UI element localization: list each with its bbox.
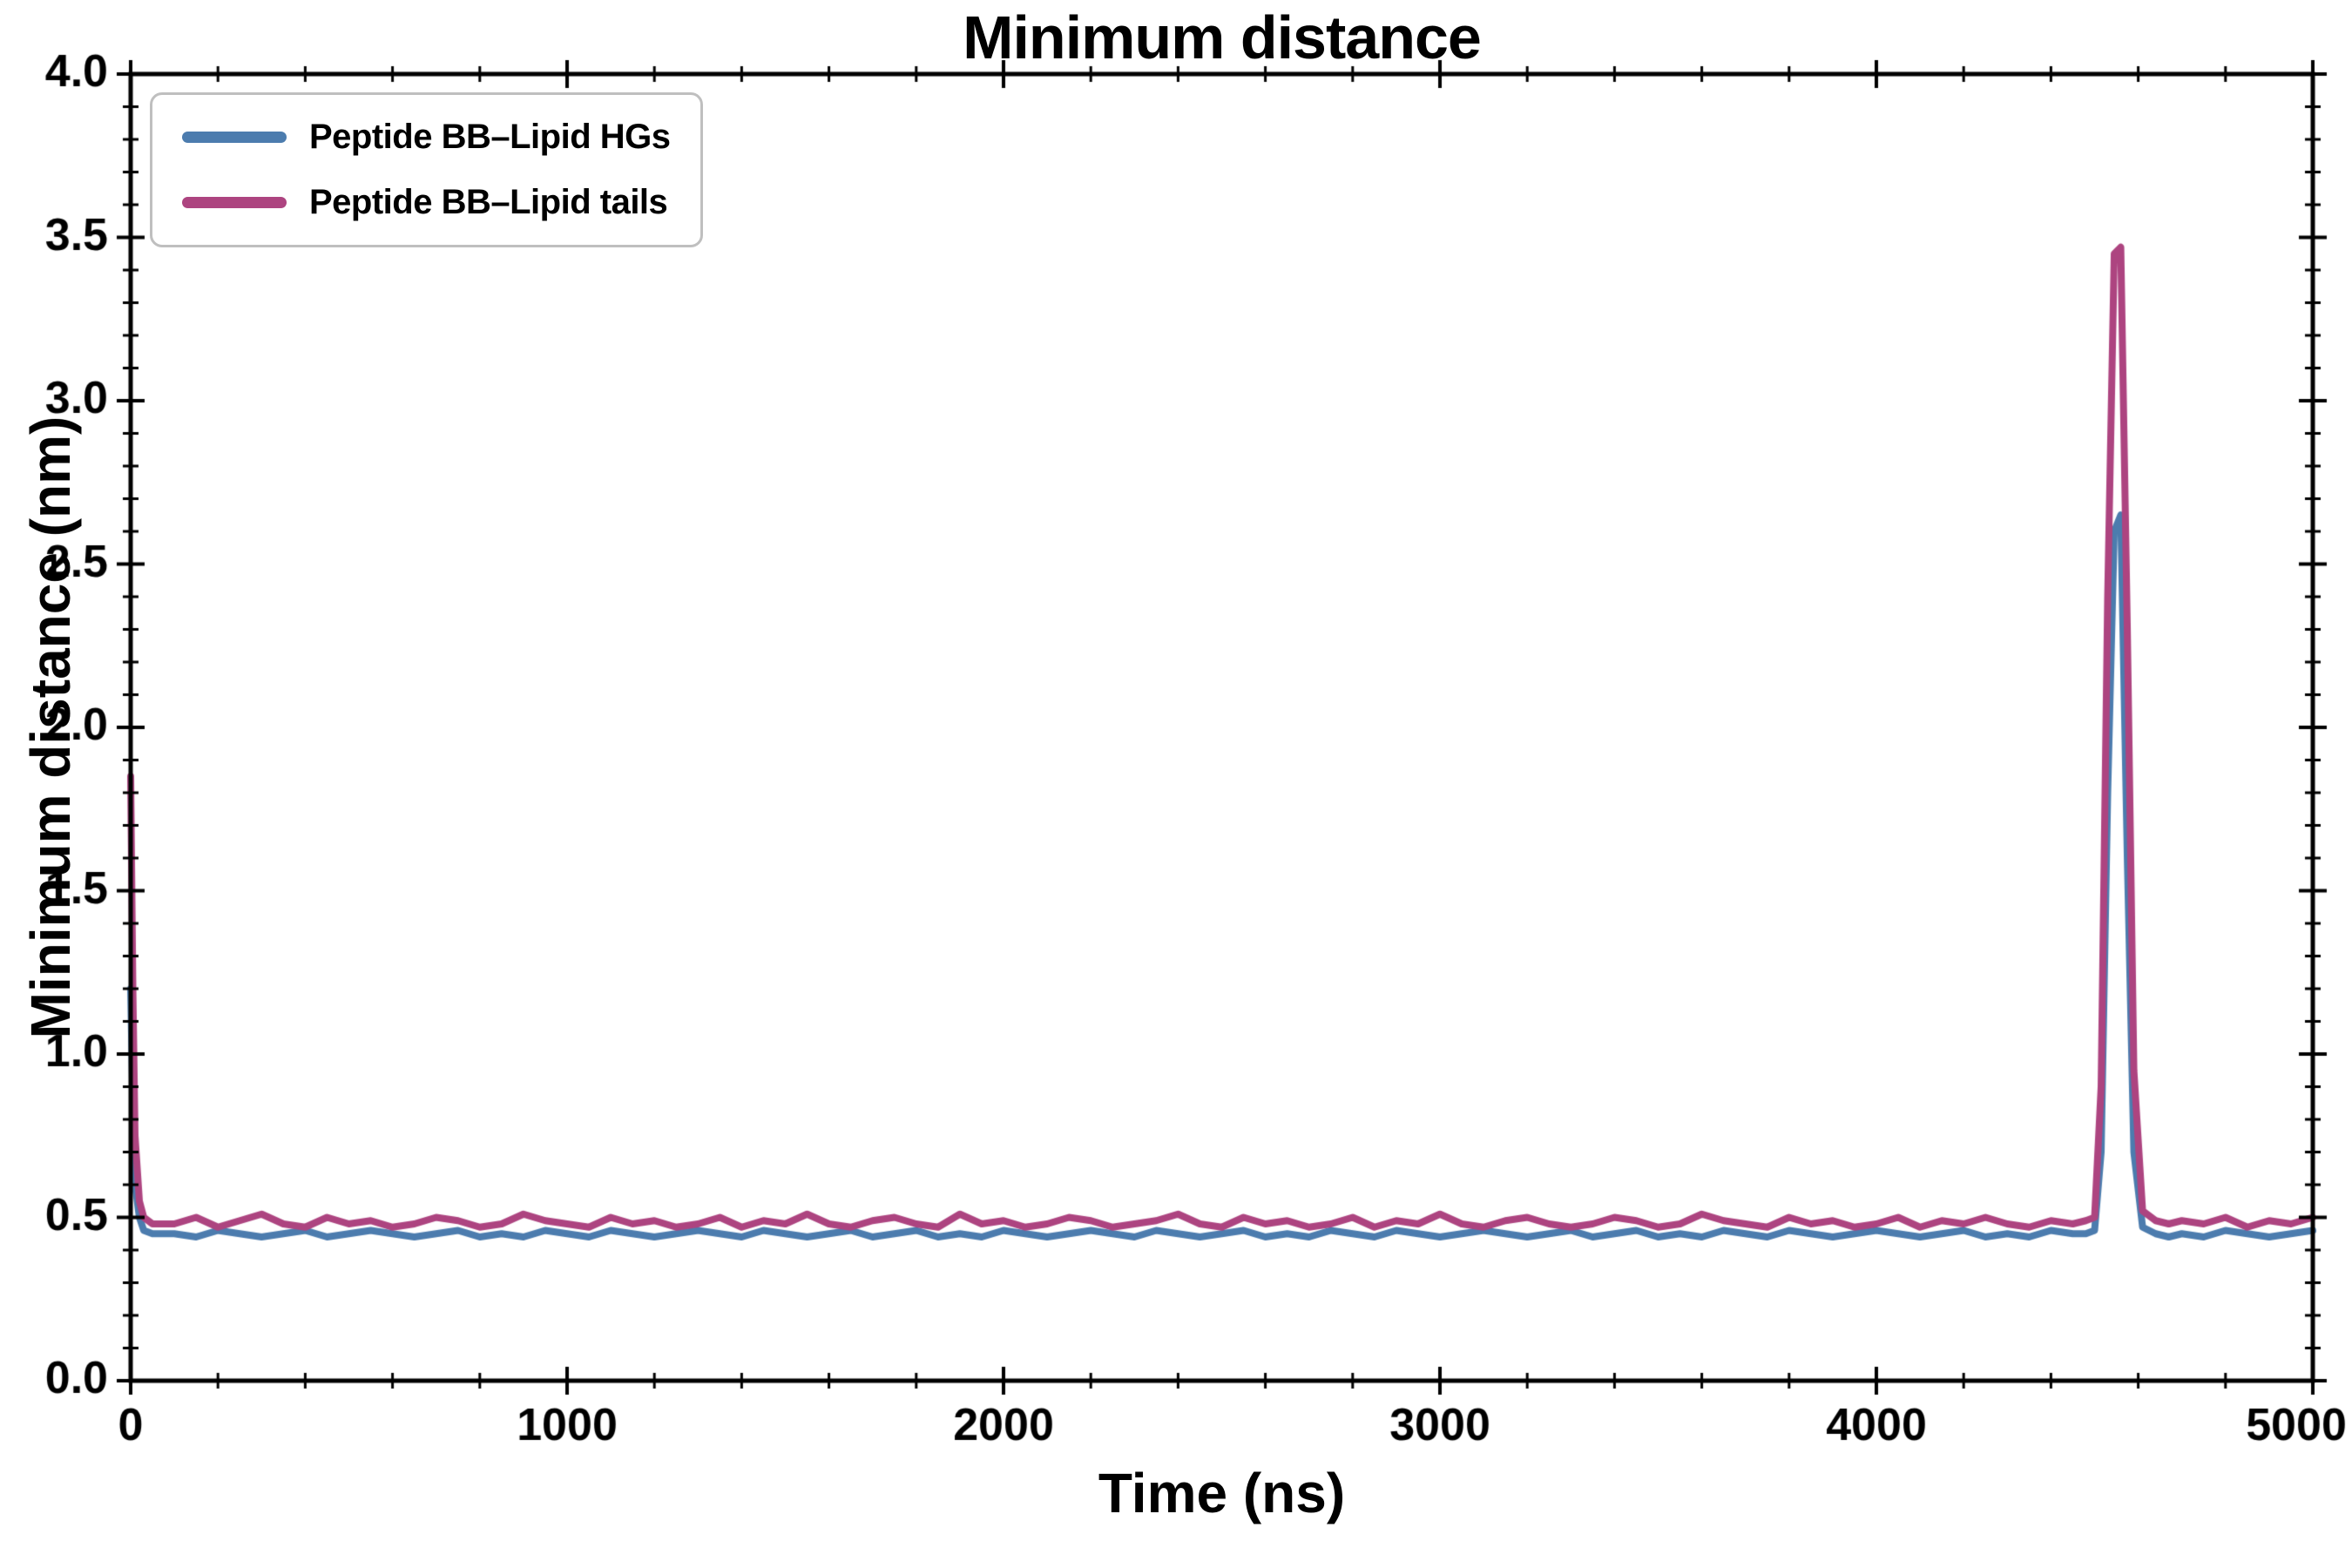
x-axis-label: Time (ns)	[1098, 1462, 1346, 1524]
legend-swatch-hgs-icon	[182, 132, 287, 143]
legend: Peptide BB–Lipid HGs Peptide BB–Lipid ta…	[150, 92, 703, 247]
legend-item-hgs: Peptide BB–Lipid HGs	[182, 118, 671, 157]
y-axis-label: Minimum distance (nm)	[19, 416, 82, 1039]
chart-title: Minimum distance	[963, 3, 1482, 71]
legend-item-tails: Peptide BB–Lipid tails	[182, 183, 671, 222]
legend-label-tails: Peptide BB–Lipid tails	[309, 183, 668, 221]
legend-label-hgs: Peptide BB–Lipid HGs	[309, 118, 671, 156]
legend-swatch-tails-icon	[182, 197, 287, 208]
